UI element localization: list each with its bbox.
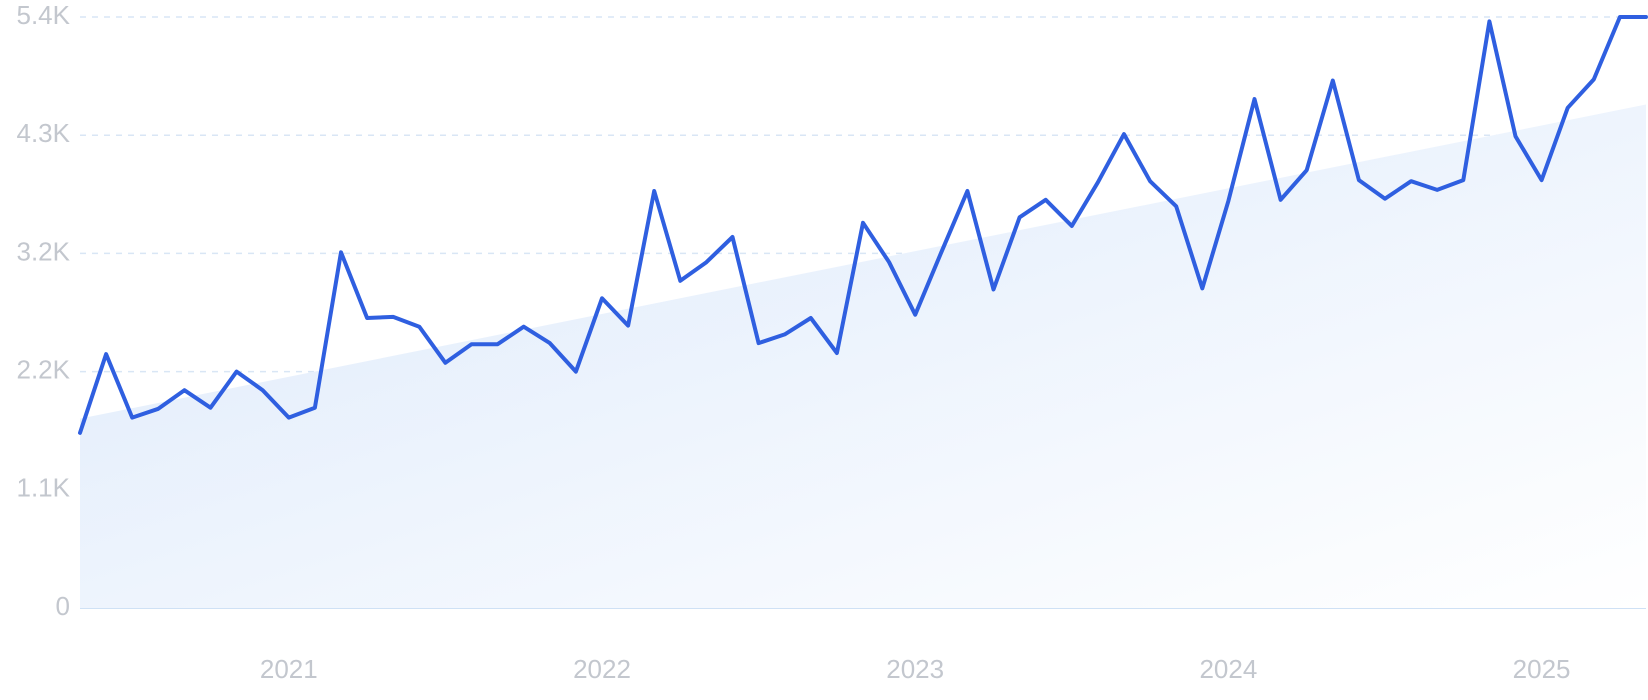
data-point <box>1121 131 1127 137</box>
y-axis: 0 1.1K 2.2K 3.2K 4.3K 5.4K <box>17 0 71 621</box>
data-point <box>1356 177 1362 183</box>
data-point <box>1591 76 1597 82</box>
data-point <box>416 324 422 330</box>
data-point <box>1095 179 1101 185</box>
data-point <box>1513 133 1519 139</box>
data-point <box>573 369 579 375</box>
x-tick-label: 2022 <box>573 654 631 684</box>
y-tick-label: 5.4K <box>17 0 71 30</box>
x-tick-label: 2023 <box>886 654 944 684</box>
data-point <box>1434 187 1440 193</box>
y-tick-label: 4.3K <box>17 118 71 148</box>
data-point <box>1278 197 1284 203</box>
trend-area-layer <box>80 104 1646 609</box>
data-point <box>886 259 892 265</box>
data-point <box>1304 167 1310 173</box>
data-point <box>782 331 788 337</box>
data-point <box>991 287 997 293</box>
data-point <box>912 312 918 318</box>
data-point <box>77 430 83 436</box>
data-point <box>1043 197 1049 203</box>
data-point <box>1330 78 1336 84</box>
data-point <box>364 315 370 321</box>
data-point <box>730 234 736 240</box>
x-axis: 2021 2022 2023 2024 2025 <box>260 654 1571 684</box>
data-point <box>834 350 840 356</box>
data-point <box>756 340 762 346</box>
data-point <box>155 406 161 412</box>
data-point <box>1173 203 1179 209</box>
data-point <box>938 249 944 255</box>
data-point <box>1017 214 1023 220</box>
data-point <box>964 188 970 194</box>
data-point <box>312 405 318 411</box>
data-point <box>599 295 605 301</box>
data-point <box>1617 14 1623 20</box>
data-point <box>260 387 266 393</box>
data-point <box>234 369 240 375</box>
data-point <box>1643 14 1648 20</box>
y-tick-label: 0 <box>56 591 70 621</box>
data-point <box>1225 198 1231 204</box>
data-point <box>1539 177 1545 183</box>
data-point <box>1069 223 1075 229</box>
data-point <box>547 340 553 346</box>
data-point <box>103 351 109 357</box>
data-point <box>286 415 292 421</box>
data-point <box>677 278 683 284</box>
x-tick-label: 2021 <box>260 654 318 684</box>
x-tick-label: 2025 <box>1513 654 1571 684</box>
data-point <box>495 341 501 347</box>
data-point <box>338 249 344 255</box>
data-point <box>1408 178 1414 184</box>
series-line <box>78 15 1648 435</box>
data-point <box>625 323 631 329</box>
x-tick-label: 2024 <box>1199 654 1257 684</box>
y-tick-label: 2.2K <box>17 354 71 384</box>
data-point <box>181 387 187 393</box>
data-point <box>1565 105 1571 111</box>
data-point <box>1199 285 1205 291</box>
data-point <box>442 360 448 366</box>
series-line-layer <box>77 14 1648 436</box>
data-point <box>390 314 396 320</box>
data-point <box>208 405 214 411</box>
data-point <box>808 315 814 321</box>
data-point <box>860 220 866 226</box>
data-point <box>521 324 527 330</box>
data-point <box>1382 196 1388 202</box>
y-tick-label: 1.1K <box>17 473 71 503</box>
data-point <box>1460 177 1466 183</box>
data-point <box>1252 96 1258 102</box>
trend-area <box>80 104 1646 609</box>
data-point <box>703 259 709 265</box>
data-point <box>651 188 657 194</box>
data-point <box>1486 18 1492 24</box>
data-point <box>469 341 475 347</box>
y-tick-label: 3.2K <box>17 236 71 266</box>
data-point <box>129 415 135 421</box>
data-point <box>1147 178 1153 184</box>
